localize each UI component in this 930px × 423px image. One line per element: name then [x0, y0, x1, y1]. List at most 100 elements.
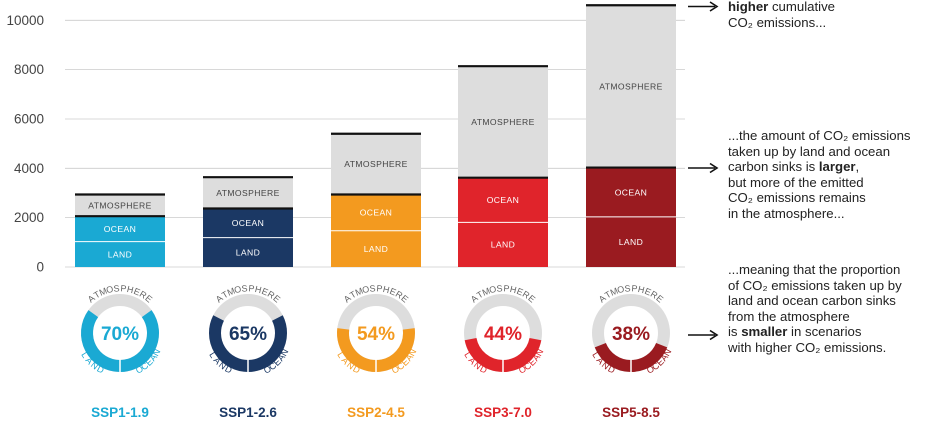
y-tick-label: 6000: [14, 111, 44, 126]
donut-atmosphere-label-char: M: [98, 286, 109, 298]
bar-segment-atmosphere: [203, 177, 293, 209]
donut-atmosphere-label-char: A: [86, 293, 97, 305]
donut-atmosphere-label-char: A: [214, 293, 225, 305]
donut-percent-label: 38%: [612, 324, 650, 345]
donut-atmosphere-label-char: P: [376, 283, 383, 293]
annotation-text: from the atmosphere: [728, 308, 850, 324]
donut-atmosphere-label-char: T: [475, 289, 485, 301]
donut-ocean-label-char: E: [527, 357, 538, 368]
donut-atmosphere-label-char: E: [654, 293, 665, 305]
donut-ocean-label-char: C: [395, 360, 407, 372]
donut-land-label-char: D: [606, 364, 617, 376]
donut-atmosphere-label-char: E: [143, 293, 154, 305]
donut-atmosphere-label-char: S: [624, 283, 631, 293]
donut-land-label-char: N: [89, 360, 100, 372]
donut-ocean-label-char: A: [530, 352, 542, 363]
donut-land-label-char: L: [207, 350, 218, 360]
annotation-text: but more of the emitted: [728, 174, 864, 190]
donut-land-label-char: A: [212, 355, 223, 366]
bar-label-ocean: OCEAN: [104, 224, 137, 234]
annotation-text: of CO₂ emissions taken up by: [728, 277, 902, 293]
donut-atmosphere-label-char: E: [271, 293, 282, 305]
donut-atmosphere-label-char: E: [132, 286, 141, 298]
donut-ocean-label-char: E: [144, 357, 155, 368]
y-axis: 0 2000 4000 6000 8000 10000: [6, 13, 44, 275]
donut-ocean-share: [337, 328, 377, 372]
donut-atmosphere-label-char: E: [260, 286, 269, 298]
donut-atmosphere-label-char: T: [348, 289, 358, 301]
arrow-head-icon: [709, 162, 719, 174]
donut-atmosphere-label-char: A: [342, 293, 353, 305]
donut-atmosphere-label-char: H: [126, 284, 135, 295]
bar-label-atmosphere: ATMOSPHERE: [88, 200, 152, 210]
arrow-head-icon: [709, 1, 719, 12]
annotation-bold-text: smaller: [741, 324, 788, 340]
scenario-labels: SSP1-1.9 SSP1-2.6 SSP2-4.5 SSP3-7.0 SSP5-8.5: [91, 405, 660, 420]
bar-label-land: LAND: [491, 240, 516, 250]
donut-atmosphere-label-char: S: [369, 283, 376, 293]
donut-land-label-char: N: [472, 360, 483, 372]
bar-segment-ocean: [586, 167, 676, 217]
donut-atmosphere-label-char: R: [394, 289, 405, 301]
annotation-text: ...the amount of CO₂ emissions: [728, 128, 911, 143]
annotation-arrows: [688, 1, 719, 341]
annotation-text: land and ocean carbon sinks: [728, 293, 896, 309]
donut-land-label-char: D: [223, 364, 234, 376]
bar-segment-atmosphere: [331, 133, 421, 195]
bar-label-atmosphere: ATMOSPHERE: [599, 81, 663, 91]
donut-ocean-share: [594, 342, 632, 372]
annotation-text: ,: [855, 159, 860, 175]
donut-land-label-char: A: [467, 355, 478, 366]
donut-atmosphere-label-char: M: [226, 286, 237, 298]
donut-ocean-label-char: E: [272, 357, 283, 368]
donut-ocean-label-char: A: [147, 352, 159, 363]
donut-atmosphere-label-char: H: [637, 284, 646, 295]
annotation-text: taken up by land and ocean: [728, 143, 891, 159]
annotation-bold-text: larger: [818, 159, 856, 175]
donut-atmosphere-label-char: E: [526, 293, 537, 305]
donut-atmosphere-label-char: R: [266, 289, 277, 301]
donut-land-label-char: A: [340, 355, 351, 366]
annotation-text: carbon sinks is: [728, 159, 819, 175]
annotation-text: in scenarios: [787, 324, 862, 340]
donut-ocean-label-char: O: [262, 363, 273, 375]
donut-ocean-label-char: E: [655, 357, 666, 368]
donut-atmosphere-label-char: O: [488, 284, 497, 295]
bar-segment-ocean: [331, 194, 421, 231]
bar-label-ocean: OCEAN: [615, 187, 648, 197]
donut-ocean-label-char: C: [522, 360, 534, 372]
annotation-text: is: [728, 324, 742, 340]
donut-land-label-char: L: [590, 350, 601, 360]
donut-atmosphere-label-char: S: [241, 283, 248, 293]
donut-ocean-label-char: N: [534, 347, 546, 357]
donut-atmosphere-label-char: E: [515, 286, 524, 298]
donut-percent-label: 54%: [357, 324, 395, 345]
donut-land-label-char: L: [335, 350, 346, 360]
donut-atmosphere-label-char: P: [248, 283, 255, 293]
y-tick-label: 0: [36, 260, 44, 275]
bar-segment-atmosphere: [75, 194, 165, 217]
bar-segment-land: [203, 237, 293, 267]
donut-atmosphere-label-char: S: [496, 283, 503, 293]
donut-land-share: [630, 342, 668, 372]
donut-atmosphere-label-char: O: [105, 284, 114, 295]
annotation-text: with higher CO₂ emissions.: [728, 339, 887, 355]
scenario-label: SSP1-2.6: [219, 405, 277, 420]
bar-label-ocean: OCEAN: [487, 195, 520, 205]
scenario-label: SSP1-1.9: [91, 405, 149, 420]
bar-label-land: LAND: [236, 247, 261, 257]
donut-land-share: [119, 310, 159, 372]
y-tick-label: 4000: [14, 161, 44, 176]
donut-ocean-label-char: C: [267, 360, 279, 372]
donut-land-label-char: N: [345, 360, 356, 372]
donut-atmosphere-label-char: M: [354, 286, 365, 298]
stacked-bars: LAND OCEAN ATMOSPHERE LAND OCEAN ATMOSPHERE LA…: [75, 4, 676, 267]
annotation-higher-emissions: higher cumulative CO₂ emissions...: [728, 0, 835, 30]
donut-ocean-label-char: O: [645, 363, 656, 375]
donut-atmosphere-label-char: O: [616, 284, 625, 295]
